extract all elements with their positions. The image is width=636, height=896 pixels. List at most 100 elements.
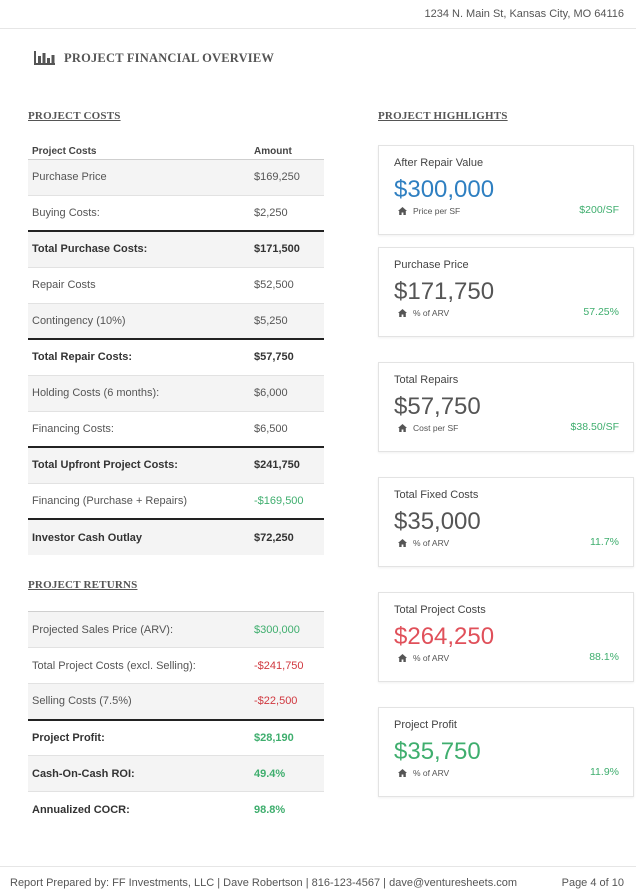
card-sub-label: % of ARV [413, 653, 450, 663]
row-amount: -$241,750 [250, 647, 324, 684]
row-label: Financing (Purchase + Repairs) [28, 482, 250, 519]
card-value: $171,750 [394, 278, 495, 305]
card-sub: % of ARV [398, 653, 449, 663]
project-costs-heading: PROJECT COSTS [28, 110, 121, 122]
table-row: Financing Costs: $6,500 [28, 410, 324, 447]
home-icon [398, 207, 407, 215]
table-row-total: Project Profit: $28,190 [28, 718, 324, 756]
card-sub: % of ARV [398, 768, 449, 778]
row-amount: $6,000 [250, 374, 324, 411]
card-value: $35,750 [394, 738, 481, 765]
card-sub: Cost per SF [398, 423, 458, 433]
row-amount: $300,000 [250, 611, 324, 648]
row-label: Purchase Price [28, 158, 250, 195]
card-sub-label: % of ARV [413, 538, 450, 548]
bar-chart-icon [34, 50, 56, 66]
row-amount: $57,750 [250, 338, 324, 375]
card-metric: 11.7% [590, 536, 619, 548]
highlight-card-arv: After Repair Value $300,000 Price per SF… [378, 145, 634, 235]
highlight-card-project-profit: Project Profit $35,750 % of ARV 11.9% [378, 707, 634, 797]
table-row: Total Project Costs (excl. Selling): -$2… [28, 647, 324, 684]
table-row: Projected Sales Price (ARV): $300,000 [28, 611, 324, 648]
row-label: Annualized COCR: [28, 791, 250, 828]
row-label: Selling Costs (7.5%) [28, 683, 250, 720]
project-highlights-heading: PROJECT HIGHLIGHTS [378, 110, 508, 122]
project-returns-table: Projected Sales Price (ARV): $300,000 To… [28, 611, 324, 828]
home-icon [398, 309, 407, 317]
highlight-card-total-repairs: Total Repairs $57,750 Cost per SF $38.50… [378, 362, 634, 452]
table-row: Contingency (10%) $5,250 [28, 302, 324, 339]
row-amount: -$169,500 [250, 482, 324, 519]
table-row: Purchase Price $169,250 [28, 158, 324, 195]
row-label: Total Purchase Costs: [28, 230, 250, 267]
card-sub-label: % of ARV [413, 308, 450, 318]
card-value: $57,750 [394, 393, 481, 420]
column-header-label: Project Costs [32, 145, 97, 157]
card-sub: Price per SF [398, 206, 460, 216]
row-label: Project Profit: [28, 718, 250, 756]
header-divider [0, 28, 636, 29]
table-row-total: Cash-On-Cash ROI: 49.4% [28, 755, 324, 792]
row-amount: $169,250 [250, 158, 324, 195]
card-metric: 88.1% [589, 651, 619, 663]
row-label: Total Upfront Project Costs: [28, 446, 250, 483]
card-title: Project Profit [394, 719, 457, 731]
row-label: Holding Costs (6 months): [28, 374, 250, 411]
row-amount: $28,190 [250, 718, 324, 756]
home-icon [398, 654, 407, 662]
page-title: PROJECT FINANCIAL OVERVIEW [64, 50, 275, 65]
card-sub: % of ARV [398, 308, 449, 318]
card-value: $35,000 [394, 508, 481, 535]
row-label: Repair Costs [28, 266, 250, 303]
card-title: Total Repairs [394, 374, 459, 386]
row-amount: $6,500 [250, 410, 324, 447]
card-value: $300,000 [394, 176, 495, 203]
highlight-card-total-project-costs: Total Project Costs $264,250 % of ARV 88… [378, 592, 634, 682]
table-row-total: Total Purchase Costs: $171,500 [28, 230, 324, 267]
row-label: Total Repair Costs: [28, 338, 250, 375]
table-row-total: Total Repair Costs: $57,750 [28, 338, 324, 375]
row-amount: $5,250 [250, 302, 324, 339]
row-label: Buying Costs: [28, 194, 250, 231]
row-amount: $52,500 [250, 266, 324, 303]
row-label: Total Project Costs (excl. Selling): [28, 647, 250, 684]
row-label: Investor Cash Outlay [28, 518, 250, 555]
home-icon [398, 424, 407, 432]
card-metric: 57.25% [583, 306, 619, 318]
table-row-total: Total Upfront Project Costs: $241,750 [28, 446, 324, 483]
row-label: Contingency (10%) [28, 302, 250, 339]
card-title: Total Project Costs [394, 604, 486, 616]
row-label: Financing Costs: [28, 410, 250, 447]
table-row-total: Annualized COCR: 98.8% [28, 791, 324, 828]
row-amount: $241,750 [250, 446, 324, 483]
card-value: $264,250 [394, 623, 495, 650]
card-metric: 11.9% [590, 766, 619, 778]
card-title: After Repair Value [394, 157, 484, 169]
card-metric: $200/SF [579, 204, 619, 216]
row-label: Cash-On-Cash ROI: [28, 755, 250, 792]
table-row: Holding Costs (6 months): $6,000 [28, 374, 324, 411]
card-sub-label: % of ARV [413, 768, 450, 778]
row-amount: $2,250 [250, 194, 324, 231]
card-sub-label: Cost per SF [413, 423, 459, 433]
row-label: Projected Sales Price (ARV): [28, 611, 250, 648]
header-address: 1234 N. Main St, Kansas City, MO 64116 [424, 8, 624, 20]
card-title: Purchase Price [394, 259, 469, 271]
row-amount: $171,500 [250, 230, 324, 267]
table-header-row: Project Costs Amount [28, 141, 324, 159]
row-amount: 49.4% [250, 755, 324, 792]
highlight-card-purchase-price: Purchase Price $171,750 % of ARV 57.25% [378, 247, 634, 337]
row-amount: -$22,500 [250, 683, 324, 720]
footer-divider [0, 866, 636, 867]
highlight-card-total-fixed-costs: Total Fixed Costs $35,000 % of ARV 11.7% [378, 477, 634, 567]
table-row: Repair Costs $52,500 [28, 266, 324, 303]
table-row: Financing (Purchase + Repairs) -$169,500 [28, 482, 324, 519]
card-metric: $38.50/SF [570, 421, 619, 433]
home-icon [398, 769, 407, 777]
home-icon [398, 539, 407, 547]
card-sub-label: Price per SF [413, 206, 461, 216]
column-header-amount: Amount [254, 145, 292, 157]
project-costs-table: Project Costs Amount Purchase Price $169… [28, 141, 324, 555]
row-amount: $72,250 [250, 518, 324, 555]
page-number: Page 4 of 10 [561, 877, 624, 889]
